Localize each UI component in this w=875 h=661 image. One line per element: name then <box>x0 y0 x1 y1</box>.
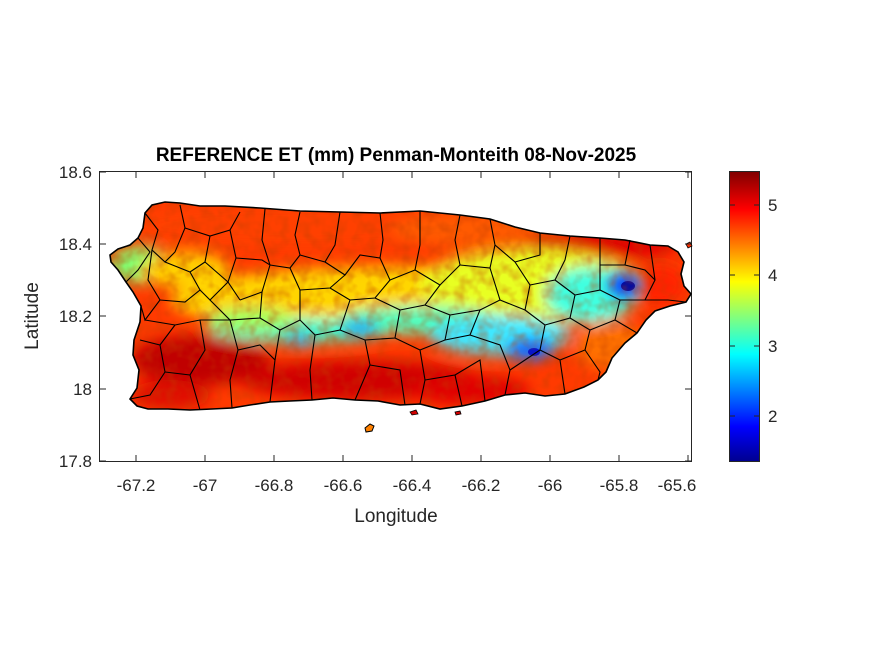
x-tick-label: -66.2 <box>462 476 501 495</box>
colorbar: 5 4 3 2 <box>729 171 777 462</box>
x-axis-label: Longitude <box>354 506 437 527</box>
x-tick-label: -67.2 <box>117 476 156 495</box>
x-tick-label: -65.8 <box>600 476 639 495</box>
x-tick-label: -66 <box>538 476 563 495</box>
colorbar-tick-label: 4 <box>768 266 777 285</box>
y-tick-label: 18.2 <box>59 307 92 326</box>
y-tick-label: 18 <box>73 380 92 399</box>
x-tick-label: -66.6 <box>324 476 363 495</box>
x-tick-label: -65.6 <box>658 476 697 495</box>
caja-de-muertos-island <box>364 423 375 433</box>
y-axis-label: Latitude <box>22 282 43 350</box>
south-coast-islets <box>409 409 462 416</box>
chart-title: REFERENCE ET (mm) Penman-Monteith 08-Nov… <box>156 145 637 166</box>
y-axis: 18.6 18.4 18.2 18 17.8 Latitude <box>22 163 691 471</box>
plot-area <box>99 171 693 462</box>
colorbar-gradient <box>729 171 760 462</box>
y-tick-label: 18.4 <box>59 235 92 254</box>
x-axis: -67.2 -67 -66.8 -66.6 -66.4 -66.2 -66 -6… <box>117 172 697 527</box>
x-tick-label: -66.8 <box>255 476 294 495</box>
x-tick-label: -66.4 <box>393 476 432 495</box>
x-tick-label: -67 <box>193 476 218 495</box>
colorbar-tick-label: 3 <box>768 337 777 356</box>
municipality-boundaries <box>125 204 687 411</box>
colorbar-tick-label: 2 <box>768 407 777 426</box>
y-tick-label: 17.8 <box>59 452 92 471</box>
colorbar-tick-label: 5 <box>768 196 777 215</box>
y-tick-label: 18.6 <box>59 163 92 182</box>
island-coastline <box>109 201 692 411</box>
